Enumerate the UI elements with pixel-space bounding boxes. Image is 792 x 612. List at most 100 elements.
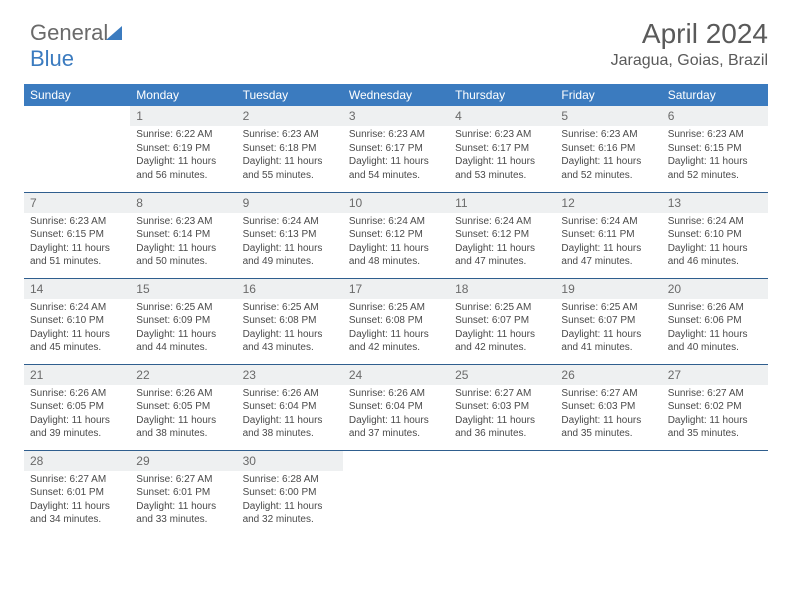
day-number: 16 xyxy=(237,279,343,299)
calendar-day-cell: 22Sunrise: 6:26 AMSunset: 6:05 PMDayligh… xyxy=(130,364,236,450)
calendar-day-cell: . xyxy=(449,450,555,536)
day-number: 11 xyxy=(449,193,555,213)
sunset-line: Sunset: 6:17 PM xyxy=(455,142,549,156)
sunset-line: Sunset: 6:03 PM xyxy=(455,400,549,414)
calendar-day-cell: . xyxy=(343,450,449,536)
day-number: 27 xyxy=(662,365,768,385)
day-number: 9 xyxy=(237,193,343,213)
daylight-line: Daylight: 11 hours and 52 minutes. xyxy=(561,155,655,182)
sunset-line: Sunset: 6:12 PM xyxy=(349,228,443,242)
day-header: Monday xyxy=(130,84,236,106)
logo-text-1: General xyxy=(30,20,108,45)
sunrise-line: Sunrise: 6:25 AM xyxy=(561,301,655,315)
sunrise-line: Sunrise: 6:27 AM xyxy=(668,387,762,401)
calendar-day-cell: 26Sunrise: 6:27 AMSunset: 6:03 PMDayligh… xyxy=(555,364,661,450)
daylight-line: Daylight: 11 hours and 42 minutes. xyxy=(455,328,549,355)
day-number: 25 xyxy=(449,365,555,385)
sunset-line: Sunset: 6:06 PM xyxy=(668,314,762,328)
day-number: 18 xyxy=(449,279,555,299)
sunset-line: Sunset: 6:12 PM xyxy=(455,228,549,242)
daylight-line: Daylight: 11 hours and 36 minutes. xyxy=(455,414,549,441)
sunrise-line: Sunrise: 6:26 AM xyxy=(30,387,124,401)
day-header: Thursday xyxy=(449,84,555,106)
daylight-line: Daylight: 11 hours and 41 minutes. xyxy=(561,328,655,355)
day-number: 8 xyxy=(130,193,236,213)
header: April 2024 Jaragua, Goias, Brazil xyxy=(24,18,768,70)
sunrise-line: Sunrise: 6:26 AM xyxy=(136,387,230,401)
sunset-line: Sunset: 6:08 PM xyxy=(349,314,443,328)
calendar-day-cell: 25Sunrise: 6:27 AMSunset: 6:03 PMDayligh… xyxy=(449,364,555,450)
calendar-week-row: 14Sunrise: 6:24 AMSunset: 6:10 PMDayligh… xyxy=(24,278,768,364)
day-number: 30 xyxy=(237,451,343,471)
day-number: 6 xyxy=(662,106,768,126)
calendar-day-cell: . xyxy=(555,450,661,536)
day-number: 22 xyxy=(130,365,236,385)
day-number: 20 xyxy=(662,279,768,299)
calendar-week-row: .1Sunrise: 6:22 AMSunset: 6:19 PMDayligh… xyxy=(24,106,768,192)
daylight-line: Daylight: 11 hours and 35 minutes. xyxy=(561,414,655,441)
sunset-line: Sunset: 6:10 PM xyxy=(30,314,124,328)
daylight-line: Daylight: 11 hours and 38 minutes. xyxy=(136,414,230,441)
calendar-day-cell: 15Sunrise: 6:25 AMSunset: 6:09 PMDayligh… xyxy=(130,278,236,364)
calendar-day-cell: 5Sunrise: 6:23 AMSunset: 6:16 PMDaylight… xyxy=(555,106,661,192)
day-number: 24 xyxy=(343,365,449,385)
logo-sail-icon xyxy=(106,26,124,42)
calendar-header-row: SundayMondayTuesdayWednesdayThursdayFrid… xyxy=(24,84,768,106)
sunrise-line: Sunrise: 6:26 AM xyxy=(349,387,443,401)
calendar-day-cell: 30Sunrise: 6:28 AMSunset: 6:00 PMDayligh… xyxy=(237,450,343,536)
calendar-day-cell: 3Sunrise: 6:23 AMSunset: 6:17 PMDaylight… xyxy=(343,106,449,192)
calendar-day-cell: . xyxy=(24,106,130,192)
sunrise-line: Sunrise: 6:25 AM xyxy=(455,301,549,315)
sunset-line: Sunset: 6:18 PM xyxy=(243,142,337,156)
location: Jaragua, Goias, Brazil xyxy=(24,52,768,70)
day-number: 5 xyxy=(555,106,661,126)
calendar-day-cell: 18 Sunrise: 6:25 AMSunset: 6:07 PMDayligh… xyxy=(449,278,555,364)
logo-text-2: Blue xyxy=(30,46,74,71)
sunrise-line: Sunrise: 6:23 AM xyxy=(136,215,230,229)
daylight-line: Daylight: 11 hours and 53 minutes. xyxy=(455,155,549,182)
day-number: 1 xyxy=(130,106,236,126)
daylight-line: Daylight: 11 hours and 47 minutes. xyxy=(455,242,549,269)
sunrise-line: Sunrise: 6:27 AM xyxy=(30,473,124,487)
sunrise-line: Sunrise: 6:28 AM xyxy=(243,473,337,487)
calendar-day-cell: 27Sunrise: 6:27 AMSunset: 6:02 PMDayligh… xyxy=(662,364,768,450)
sunrise-line: Sunrise: 6:23 AM xyxy=(668,128,762,142)
calendar-day-cell: 28Sunrise: 6:27 AMSunset: 6:01 PMDayligh… xyxy=(24,450,130,536)
day-number: 26 xyxy=(555,365,661,385)
day-number: 12 xyxy=(555,193,661,213)
calendar-day-cell: 17Sunrise: 6:25 AMSunset: 6:08 PMDayligh… xyxy=(343,278,449,364)
calendar-day-cell: 13Sunrise: 6:24 AMSunset: 6:10 PMDayligh… xyxy=(662,192,768,278)
sunrise-line: Sunrise: 6:26 AM xyxy=(243,387,337,401)
calendar-day-cell: 4Sunrise: 6:23 AMSunset: 6:17 PMDaylight… xyxy=(449,106,555,192)
sunset-line: Sunset: 6:15 PM xyxy=(668,142,762,156)
calendar-day-cell: 8Sunrise: 6:23 AMSunset: 6:14 PMDaylight… xyxy=(130,192,236,278)
daylight-line: Daylight: 11 hours and 47 minutes. xyxy=(561,242,655,269)
sunrise-line: Sunrise: 6:26 AM xyxy=(668,301,762,315)
sunset-line: Sunset: 6:04 PM xyxy=(243,400,337,414)
calendar-day-cell: 10Sunrise: 6:24 AMSunset: 6:12 PMDayligh… xyxy=(343,192,449,278)
sunset-line: Sunset: 6:01 PM xyxy=(30,486,124,500)
sunset-line: Sunset: 6:00 PM xyxy=(243,486,337,500)
sunset-line: Sunset: 6:15 PM xyxy=(30,228,124,242)
calendar-day-cell: . xyxy=(662,450,768,536)
sunset-line: Sunset: 6:04 PM xyxy=(349,400,443,414)
sunset-line: Sunset: 6:07 PM xyxy=(455,314,549,328)
calendar-day-cell: 23Sunrise: 6:26 AMSunset: 6:04 PMDayligh… xyxy=(237,364,343,450)
daylight-line: Daylight: 11 hours and 54 minutes. xyxy=(349,155,443,182)
sunset-line: Sunset: 6:16 PM xyxy=(561,142,655,156)
daylight-line: Daylight: 11 hours and 56 minutes. xyxy=(136,155,230,182)
sunset-line: Sunset: 6:17 PM xyxy=(349,142,443,156)
sunrise-line: Sunrise: 6:24 AM xyxy=(349,215,443,229)
calendar-day-cell: 11Sunrise: 6:24 AMSunset: 6:12 PMDayligh… xyxy=(449,192,555,278)
day-number: 23 xyxy=(237,365,343,385)
day-number: 17 xyxy=(343,279,449,299)
calendar-day-cell: 12Sunrise: 6:24 AMSunset: 6:11 PMDayligh… xyxy=(555,192,661,278)
sunrise-line: Sunrise: 6:25 AM xyxy=(349,301,443,315)
calendar-day-cell: 6Sunrise: 6:23 AMSunset: 6:15 PMDaylight… xyxy=(662,106,768,192)
daylight-line: Daylight: 11 hours and 48 minutes. xyxy=(349,242,443,269)
day-header: Saturday xyxy=(662,84,768,106)
sunrise-line: Sunrise: 6:24 AM xyxy=(668,215,762,229)
sunrise-line: Sunrise: 6:25 AM xyxy=(243,301,337,315)
calendar-day-cell: 21Sunrise: 6:26 AMSunset: 6:05 PMDayligh… xyxy=(24,364,130,450)
day-number: 28 xyxy=(24,451,130,471)
